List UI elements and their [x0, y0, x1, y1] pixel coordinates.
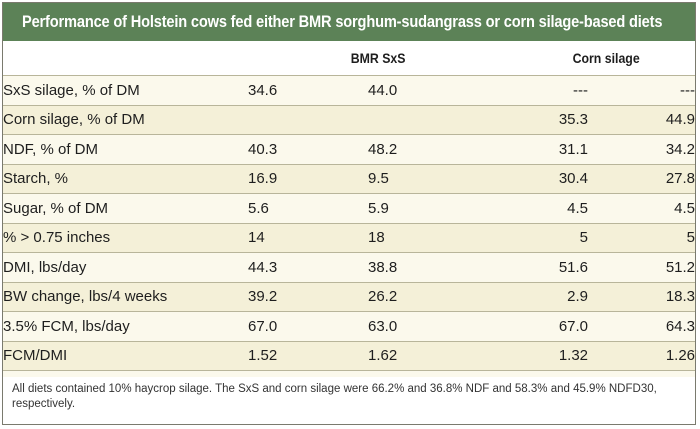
row-value-2 — [368, 105, 489, 135]
table-row: NDF, % of DM 40.3 48.2 31.1 34.2 — [3, 134, 696, 165]
row-label: Corn silage, % of DM — [3, 105, 248, 135]
row-label: BW change, lbs/4 weeks — [3, 282, 248, 312]
header-group-corn: Corn silage — [488, 41, 696, 76]
row-value-4: 34.2 — [588, 134, 696, 165]
row-value-2: 44.0 — [368, 75, 489, 106]
row-value-3: 1.32 — [488, 341, 589, 371]
row-label: % > 0.75 inches — [3, 223, 248, 253]
row-value-3: 51.6 — [488, 252, 589, 283]
row-value-1: 67.0 — [248, 311, 368, 342]
header-group-corn-label: Corn silage — [572, 50, 641, 66]
header-row: BMR SxS Corn silage — [3, 41, 696, 76]
row-value-1: 39.2 — [248, 282, 368, 312]
row-value-1: 40.3 — [248, 134, 368, 165]
row-label: Starch, % — [3, 164, 248, 194]
table-title: Performance of Holstein cows fed either … — [22, 12, 663, 31]
row-label: NDF, % of DM — [3, 134, 248, 165]
row-value-1: 34.6 — [248, 75, 368, 106]
row-value-1: 14 — [248, 223, 368, 253]
row-value-4: 51.2 — [588, 252, 696, 283]
table-frame: Performance of Holstein cows fed either … — [2, 2, 696, 425]
row-value-1 — [248, 105, 368, 135]
row-value-2: 48.2 — [368, 134, 489, 165]
row-value-2: 26.2 — [368, 282, 489, 312]
row-value-2: 63.0 — [368, 311, 489, 342]
header-group-bmr-label: BMR SxS — [350, 50, 406, 66]
row-value-3: 31.1 — [488, 134, 589, 165]
row-value-3: 35.3 — [488, 105, 589, 135]
row-value-1: 44.3 — [248, 252, 368, 283]
row-value-4: 5 — [588, 223, 696, 253]
row-value-2: 9.5 — [368, 164, 489, 194]
row-value-3: 67.0 — [488, 311, 589, 342]
header-blank-cell — [3, 41, 248, 76]
row-value-4: 18.3 — [588, 282, 696, 312]
row-value-4: 1.26 — [588, 341, 696, 371]
table-row: SxS silage, % of DM 34.6 44.0 --- --- — [3, 75, 696, 106]
row-label: Sugar, % of DM — [3, 193, 248, 224]
row-value-2: 38.8 — [368, 252, 489, 283]
row-value-2: 5.9 — [368, 193, 489, 224]
row-value-4: 64.3 — [588, 311, 696, 342]
row-value-3: 4.5 — [488, 193, 589, 224]
table-title-bar: Performance of Holstein cows fed either … — [3, 3, 695, 41]
table-row: BW change, lbs/4 weeks 39.2 26.2 2.9 18.3 — [3, 282, 696, 312]
row-label: DMI, lbs/day — [3, 252, 248, 283]
table-row: FCM/DMI 1.52 1.62 1.32 1.26 — [3, 341, 696, 371]
row-value-2: 1.62 — [368, 341, 489, 371]
row-value-3: 30.4 — [488, 164, 589, 194]
row-value-1: 5.6 — [248, 193, 368, 224]
table-row: 3.5% FCM, lbs/day 67.0 63.0 67.0 64.3 — [3, 311, 696, 342]
row-value-3: 2.9 — [488, 282, 589, 312]
row-label: 3.5% FCM, lbs/day — [3, 311, 248, 342]
row-value-3: 5 — [488, 223, 589, 253]
header-group-bmr: BMR SxS — [248, 41, 489, 76]
table-row: Starch, % 16.9 9.5 30.4 27.8 — [3, 164, 696, 194]
row-value-1: 16.9 — [248, 164, 368, 194]
row-value-2: 18 — [368, 223, 489, 253]
row-value-3: --- — [488, 75, 589, 106]
table-row: DMI, lbs/day 44.3 38.8 51.6 51.2 — [3, 252, 696, 283]
data-table: BMR SxS Corn silage SxS silage, % of DM 3… — [3, 41, 696, 401]
row-value-4: --- — [588, 75, 696, 106]
table-footnote: All diets contained 10% haycrop silage. … — [3, 377, 695, 424]
row-value-1: 1.52 — [248, 341, 368, 371]
row-value-4: 27.8 — [588, 164, 696, 194]
row-value-4: 4.5 — [588, 193, 696, 224]
table-row: Corn silage, % of DM 35.3 44.9 — [3, 105, 696, 135]
table-row: % > 0.75 inches 14 18 5 5 — [3, 223, 696, 253]
row-label: FCM/DMI — [3, 341, 248, 371]
row-value-4: 44.9 — [588, 105, 696, 135]
row-label: SxS silage, % of DM — [3, 75, 248, 106]
table-row: Sugar, % of DM 5.6 5.9 4.5 4.5 — [3, 193, 696, 224]
